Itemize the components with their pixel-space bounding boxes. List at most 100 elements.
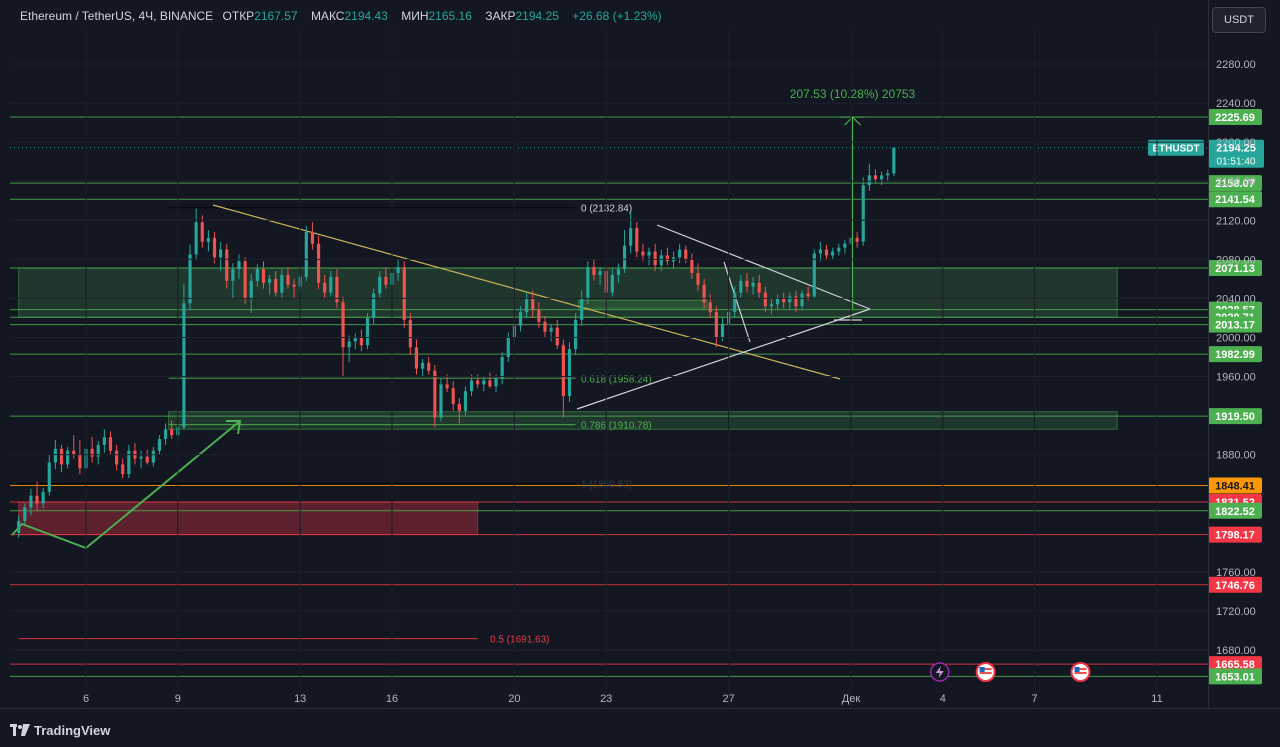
- tradingview-logo[interactable]: TradingView: [10, 721, 110, 739]
- candle-body[interactable]: [482, 380, 486, 385]
- candle-body[interactable]: [567, 349, 572, 397]
- candle-body[interactable]: [659, 255, 663, 266]
- candle-body[interactable]: [684, 249, 688, 260]
- candle-body[interactable]: [531, 298, 535, 311]
- candle-body[interactable]: [78, 454, 82, 469]
- candle-body[interactable]: [384, 276, 388, 285]
- candle-body[interactable]: [90, 448, 94, 457]
- candle-body[interactable]: [427, 362, 431, 371]
- candle-body[interactable]: [873, 175, 878, 180]
- candle-body[interactable]: [690, 259, 694, 274]
- candle-body[interactable]: [592, 267, 596, 275]
- candle-body[interactable]: [402, 267, 406, 320]
- candle-body[interactable]: [212, 237, 217, 258]
- candle-body[interactable]: [757, 282, 761, 293]
- candle-body[interactable]: [310, 231, 315, 244]
- candle-body[interactable]: [139, 456, 143, 459]
- candle-body[interactable]: [200, 222, 204, 242]
- candle-body[interactable]: [574, 319, 578, 350]
- candle-body[interactable]: [837, 247, 841, 252]
- candle-body[interactable]: [586, 267, 590, 299]
- candle-body[interactable]: [518, 312, 523, 326]
- candle-body[interactable]: [445, 384, 449, 389]
- candle-body[interactable]: [206, 237, 210, 242]
- candle-body[interactable]: [476, 380, 480, 385]
- candle-body[interactable]: [769, 304, 774, 307]
- candle-body[interactable]: [439, 384, 443, 418]
- candle-body[interactable]: [115, 450, 119, 465]
- candle-body[interactable]: [831, 251, 835, 256]
- candle-body[interactable]: [323, 282, 327, 293]
- red-zone[interactable]: [18, 501, 479, 536]
- candle-body[interactable]: [653, 251, 657, 266]
- candle-body[interactable]: [145, 456, 149, 463]
- candle-body[interactable]: [35, 495, 39, 504]
- candle-body[interactable]: [96, 444, 100, 457]
- candle-body[interactable]: [824, 249, 829, 256]
- candle-body[interactable]: [347, 341, 351, 348]
- candle-body[interactable]: [549, 327, 553, 332]
- candle-body[interactable]: [739, 280, 743, 293]
- candle-body[interactable]: [555, 327, 559, 346]
- candle-body[interactable]: [304, 231, 308, 277]
- candle-body[interactable]: [274, 278, 278, 293]
- candle-body[interactable]: [359, 337, 363, 346]
- candle-body[interactable]: [580, 298, 584, 320]
- candle-body[interactable]: [451, 388, 455, 404]
- candle-body[interactable]: [843, 243, 847, 248]
- candle-body[interactable]: [421, 362, 425, 369]
- candle-body[interactable]: [280, 274, 284, 293]
- candle-body[interactable]: [23, 507, 27, 522]
- candle-body[interactable]: [121, 464, 125, 475]
- candle-body[interactable]: [794, 296, 798, 307]
- candle-body[interactable]: [66, 450, 70, 465]
- candle-body[interactable]: [720, 323, 725, 338]
- candle-body[interactable]: [408, 319, 412, 348]
- candle-body[interactable]: [414, 347, 419, 369]
- candle-body[interactable]: [329, 276, 333, 293]
- candle-body[interactable]: [733, 292, 737, 313]
- candle-body[interactable]: [812, 253, 816, 297]
- candle-body[interactable]: [763, 292, 767, 307]
- candle-body[interactable]: [855, 237, 859, 242]
- candle-body[interactable]: [543, 321, 547, 332]
- candle-body[interactable]: [255, 269, 259, 281]
- candle-body[interactable]: [372, 293, 376, 318]
- candle-body[interactable]: [463, 391, 468, 411]
- candle-body[interactable]: [286, 274, 290, 285]
- candle-body[interactable]: [665, 255, 669, 262]
- candle-body[interactable]: [782, 298, 786, 303]
- candle-body[interactable]: [243, 261, 247, 299]
- symbol-name[interactable]: Ethereum / TetherUS, 4Ч, BINANCE: [20, 9, 214, 23]
- candle-body[interactable]: [127, 450, 131, 475]
- triangle-support-line[interactable]: [576, 308, 871, 410]
- candle-body[interactable]: [53, 448, 57, 463]
- candle-body[interactable]: [880, 175, 884, 180]
- candle-body[interactable]: [494, 378, 498, 387]
- candle-body[interactable]: [268, 278, 272, 283]
- candle-body[interactable]: [433, 370, 437, 418]
- candle-body[interactable]: [635, 228, 639, 252]
- candle-body[interactable]: [17, 521, 21, 533]
- candle-body[interactable]: [788, 296, 792, 303]
- candle-body[interactable]: [751, 282, 755, 287]
- candle-body[interactable]: [157, 439, 162, 451]
- candle-body[interactable]: [341, 302, 345, 348]
- candle-body[interactable]: [745, 280, 749, 287]
- candle-body[interactable]: [647, 251, 651, 256]
- candle-body[interactable]: [818, 249, 822, 254]
- candle-body[interactable]: [641, 251, 645, 256]
- candle-body[interactable]: [702, 284, 706, 303]
- candle-body[interactable]: [316, 243, 321, 283]
- candle-body[interactable]: [469, 380, 474, 392]
- candle-body[interactable]: [292, 284, 296, 287]
- candle-body[interactable]: [261, 269, 266, 283]
- candle-body[interactable]: [892, 147, 896, 174]
- upper-green-zone[interactable]: [18, 267, 1118, 318]
- candle-body[interactable]: [151, 450, 155, 463]
- candle-body[interactable]: [102, 437, 106, 445]
- candle-body[interactable]: [886, 173, 890, 176]
- candle-body[interactable]: [714, 312, 718, 338]
- candle-body[interactable]: [353, 337, 357, 342]
